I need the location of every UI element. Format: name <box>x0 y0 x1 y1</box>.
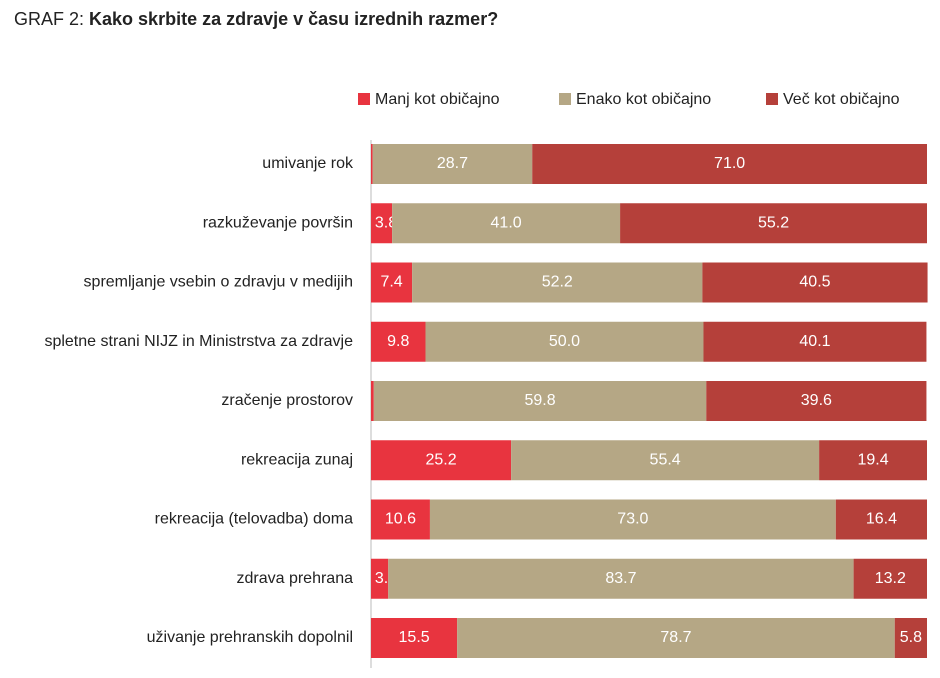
bar-segment <box>835 499 927 540</box>
bar-segment <box>371 321 426 362</box>
bar-segment <box>373 381 707 421</box>
value-label: 55.2 <box>758 214 789 231</box>
category-label: spremljanje vsebin o zdravju v medijih <box>84 274 353 291</box>
legend-swatch <box>358 93 370 105</box>
title-prefix: GRAF 2: <box>14 9 84 29</box>
bar-segment <box>371 618 458 658</box>
value-label: 41.0 <box>491 214 522 231</box>
value-label: 40.5 <box>799 274 830 291</box>
bar-segment <box>620 203 927 244</box>
bar-segment <box>429 499 836 540</box>
value-label: 59.8 <box>524 392 555 409</box>
bar-segment <box>371 499 430 540</box>
bar-segment <box>371 262 413 303</box>
bar-segment <box>412 262 703 303</box>
bar-segment <box>819 440 927 481</box>
category-label: razkuževanje površin <box>203 214 353 231</box>
value-label: 78.7 <box>660 629 691 646</box>
bar-segment <box>425 321 704 362</box>
value-label: 16.4 <box>866 511 897 528</box>
bar-segment <box>392 203 621 244</box>
category-label: rekreacija zunaj <box>241 451 353 468</box>
bar-segment <box>702 262 928 303</box>
value-label: 13.2 <box>875 570 906 587</box>
bar-segment <box>511 440 820 481</box>
value-label: 40.1 <box>799 333 830 350</box>
bar-segment <box>371 144 373 184</box>
value-label: 39.6 <box>801 392 832 409</box>
value-label: 52.2 <box>542 274 573 291</box>
value-label: 3.8 <box>375 214 397 231</box>
value-label: 73.0 <box>617 511 648 528</box>
value-label: 71.0 <box>714 155 745 172</box>
value-label: 19.4 <box>857 451 888 468</box>
chart-title: GRAF 2: Kako skrbite za zdravje v času i… <box>14 9 498 29</box>
bar-segment <box>371 203 393 244</box>
bar-segment <box>371 381 374 421</box>
bar-segment <box>853 558 927 599</box>
legend-swatch <box>559 93 571 105</box>
bar-segment <box>706 381 927 421</box>
value-label: 15.5 <box>399 629 430 646</box>
value-label: 25.2 <box>425 451 456 468</box>
bar-segment <box>388 558 854 599</box>
bar-segment <box>532 144 927 184</box>
bar-segment <box>372 144 533 184</box>
legend-swatch <box>766 93 778 105</box>
legend-label: Več kot običajno <box>783 91 900 108</box>
legend-label: Manj kot običajno <box>375 91 500 108</box>
category-label: zdrava prehrana <box>236 570 353 587</box>
bar-segment <box>371 558 389 599</box>
category-label: zračenje prostorov <box>221 392 353 409</box>
value-label: 9.8 <box>387 333 409 350</box>
value-label: 83.7 <box>605 570 636 587</box>
title-text: Kako skrbite za zdravje v času izrednih … <box>89 9 498 29</box>
category-label: spletne strani NIJZ in Ministrstva za zd… <box>44 333 353 350</box>
bar-segment <box>703 321 927 362</box>
bar-segment <box>371 440 512 481</box>
value-label: 10.6 <box>385 511 416 528</box>
legend-label: Enako kot običajno <box>576 91 711 108</box>
value-label: 5.8 <box>900 629 922 646</box>
bar-segment <box>457 618 895 658</box>
value-label: 7.4 <box>380 274 402 291</box>
value-label: 28.7 <box>437 155 468 172</box>
category-label: uživanje prehranskih dopolnil <box>147 629 353 646</box>
bar-segment <box>894 618 927 658</box>
value-label: 55.4 <box>650 451 681 468</box>
value-label: 50.0 <box>549 333 580 350</box>
category-label: rekreacija (telovadba) doma <box>155 511 353 528</box>
category-label: umivanje rok <box>262 155 354 172</box>
